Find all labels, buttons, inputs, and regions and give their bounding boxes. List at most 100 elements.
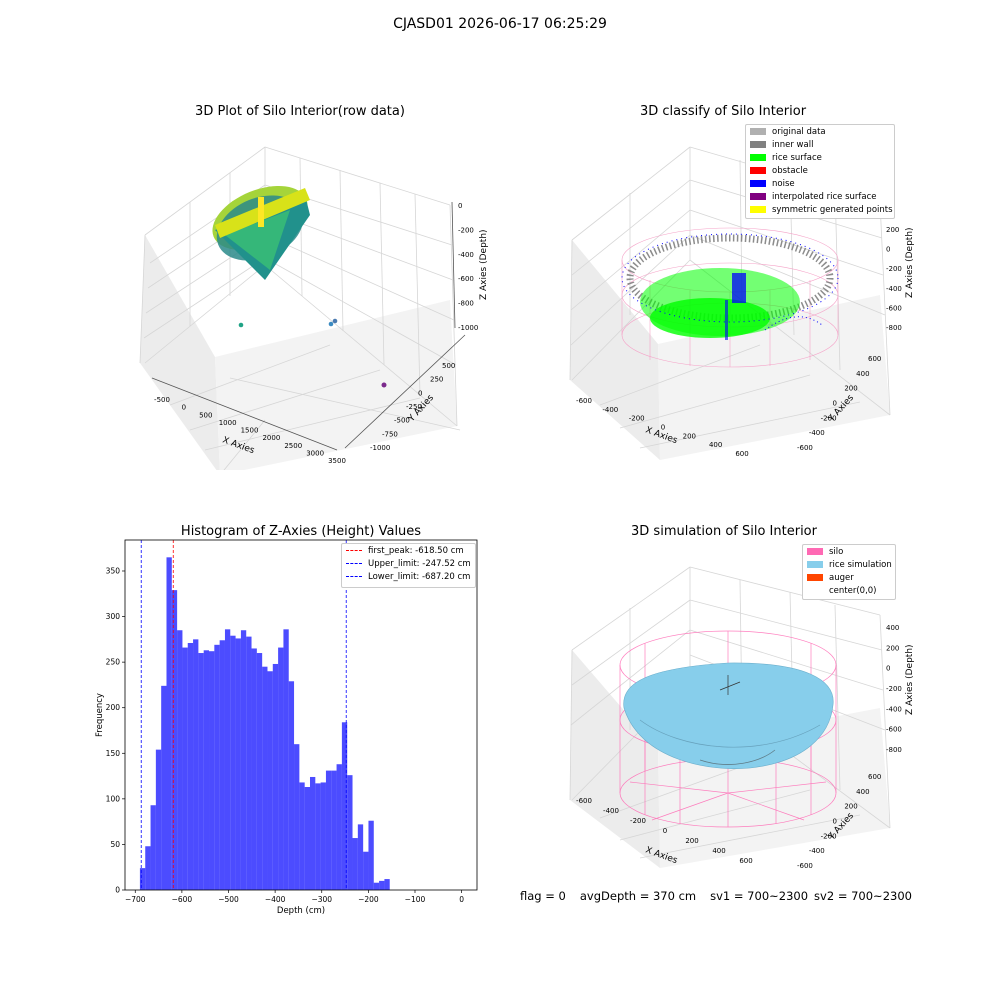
histogram-bar (347, 775, 353, 890)
simulation-y-tick-label: -400 (809, 847, 825, 855)
simulation-legend-label: center(0,0) (829, 585, 877, 596)
raw-x-tick-label: 500 (199, 411, 212, 419)
classify-x-ticks: -600 -400 -200 0 200 400 600 (576, 397, 749, 458)
figure-title: CJASD01 2026-06-17 06:25:29 (393, 16, 607, 32)
raw-x-tick-label: 2500 (284, 442, 302, 450)
histogram-bar (309, 776, 316, 890)
simulation-x-tick-label: -400 (603, 807, 619, 815)
histogram-legend-item: first_peak: -618.50 cm (342, 544, 475, 557)
histogram-bar (325, 770, 332, 890)
histogram-bar (272, 663, 279, 890)
classify-y-tick-label: 0 (833, 400, 837, 408)
classify-legend-item: symmetric generated points (746, 203, 894, 216)
classify-legend-item: obstacle (746, 164, 894, 177)
histogram-bar (198, 653, 204, 890)
simulation-3d-plot: X Axies Y Axies Z Axies (Depth) -600-400… (569, 566, 915, 870)
histogram-bar (278, 647, 284, 890)
histogram-bar (368, 820, 374, 890)
classify-plot-title: 3D classify of Silo Interior (639, 104, 807, 119)
histogram-bar (283, 629, 289, 890)
simulation-legend-swatch (807, 574, 823, 581)
classify-legend-swatch (750, 180, 766, 187)
raw-z-ticks: 0 -200 -400 -600 -800 -1000 (458, 202, 478, 332)
histogram-bar (187, 642, 194, 890)
histogram-legend-swatch (346, 550, 362, 551)
simulation-z-tick-label: -400 (886, 705, 902, 713)
classify-y-tick-label: 200 (844, 385, 857, 393)
histogram-y-tick-label: 300 (106, 612, 121, 621)
histogram-legend-label: Upper_limit: -247.52 cm (368, 558, 471, 569)
histogram-x-tick-label: −300 (311, 895, 332, 904)
raw-x-tick-label: 0 (182, 404, 186, 412)
histogram-y-label: Frequency (95, 693, 105, 737)
simulation-legend-item: center(0,0) (803, 584, 895, 597)
raw-y-ticks: 500 250 0 -250 -500 -750 -1000 (370, 362, 455, 452)
histogram-x-tick-label: −600 (172, 895, 193, 904)
simulation-z-tick-label: 400 (886, 624, 899, 632)
histogram-bar (373, 882, 380, 890)
classify-legend-item: noise (746, 177, 894, 190)
histogram-bar (182, 647, 188, 890)
histogram-bar (357, 824, 364, 890)
raw-z-tick-label: -800 (458, 300, 474, 308)
histogram-bar (145, 846, 151, 890)
raw-plot-title: 3D Plot of Silo Interior(row data) (195, 104, 405, 119)
histogram-reference-lines (140, 540, 347, 890)
simulation-x-tick-label: 400 (712, 847, 725, 855)
histogram-bar (363, 851, 369, 890)
simulation-legend-label: rice simulation (829, 559, 892, 570)
histogram-bar (304, 787, 310, 890)
simulation-legend-item: auger (803, 571, 895, 584)
histogram-bar (288, 681, 295, 890)
simulation-y-tick-label: 200 (844, 803, 857, 811)
simulation-z-tick-label: -600 (886, 726, 902, 734)
histogram-y-ticks: 0 50 100 150 200 250 300 350 (106, 566, 125, 895)
simulation-z-tick-label: -800 (886, 746, 902, 754)
histogram-y-tick-label: 50 (110, 840, 120, 849)
histogram-x-tick-label: −100 (405, 895, 426, 904)
raw-y-tick-label: -1000 (370, 444, 390, 452)
classify-y-tick-label: 600 (868, 355, 881, 363)
histogram-y-tick-label: 350 (106, 566, 121, 575)
classify-x-tick-label: -200 (629, 415, 645, 423)
histogram-bar (240, 630, 247, 890)
histogram-y-tick-label: 250 (106, 658, 121, 667)
raw-z-tick-label: -400 (458, 251, 474, 259)
histogram-bar (224, 629, 231, 890)
raw-x-tick-label: -500 (154, 396, 170, 404)
classify-z-ticks: 200 0 -200 -400 -600 -800 (886, 226, 902, 332)
histogram-bar (315, 783, 321, 890)
simulation-legend-label: auger (829, 572, 854, 583)
classify-z-tick-label: 200 (886, 226, 899, 234)
histogram-bar (230, 635, 236, 890)
raw-y-tick-label: 250 (430, 376, 443, 384)
classify-x-tick-label: -400 (602, 406, 618, 414)
classify-x-tick-label: 0 (661, 424, 665, 432)
histogram-x-tick-label: −200 (358, 895, 379, 904)
simulation-y-tick-label: -600 (797, 862, 813, 870)
simulation-legend-label: silo (829, 546, 844, 557)
simulation-x-tick-label: 200 (685, 837, 698, 845)
classify-x-tick-label: 600 (735, 450, 748, 458)
classify-y-tick-label: -600 (797, 444, 813, 452)
simulation-y-tick-label: 0 (833, 818, 837, 826)
classify-legend-swatch (750, 193, 766, 200)
histogram-bar (155, 749, 162, 890)
histogram-bar (203, 650, 210, 890)
histogram-x-tick-label: −400 (265, 895, 286, 904)
raw-z-label: Z Axies (Depth) (479, 229, 489, 300)
classify-y-tick-label: -400 (809, 429, 825, 437)
raw-x-tick-label: 1500 (241, 427, 259, 435)
simulation-x-tick-label: 0 (663, 827, 667, 835)
histogram-bar (166, 557, 172, 890)
classify-legend-swatch (750, 154, 766, 161)
simulation-z-tick-label: -200 (886, 685, 902, 693)
raw-y-tick-label: 0 (418, 389, 422, 397)
histogram-bar (267, 671, 273, 890)
classify-y-tick-label: -200 (821, 414, 837, 422)
status-sv1: sv1 = 700~2300 (710, 889, 809, 903)
raw-z-tick-label: -600 (458, 275, 474, 283)
classify-z-tick-label: -800 (886, 324, 902, 332)
histogram-bar (256, 653, 263, 890)
